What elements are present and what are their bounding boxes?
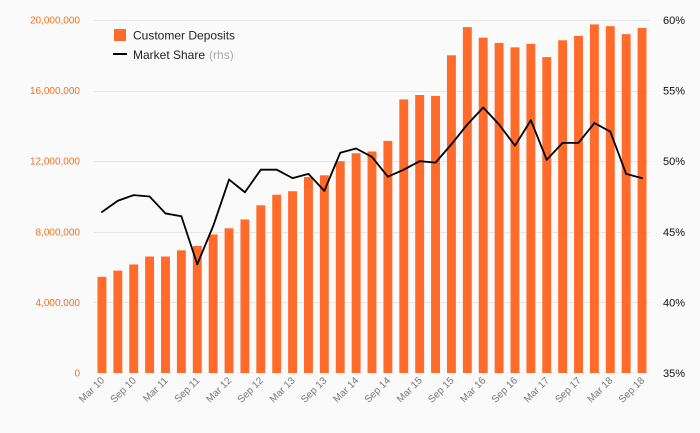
- bar-sep-18: [637, 27, 647, 373]
- line-point-sep-10: [132, 194, 135, 196]
- line-point-mar-14: [355, 147, 358, 150]
- left-tick-label: 0: [74, 369, 80, 380]
- line-point-dec-15: [466, 123, 469, 126]
- bar-mar-16: [478, 37, 488, 374]
- bar-dec-11: [208, 234, 218, 373]
- line-point-jun-13: [307, 173, 310, 175]
- line-point-mar-10: [101, 211, 103, 213]
- right-tick-label: 40%: [663, 297, 685, 309]
- bar-mar-12: [224, 228, 234, 373]
- left-tick-label: 16,000,000: [30, 86, 80, 97]
- bar-jun-12: [240, 219, 250, 373]
- line-point-mar-15: [418, 160, 421, 163]
- bar-sep-12: [256, 205, 266, 373]
- bar-mar-10: [97, 276, 107, 373]
- legend-label-deposits: Customer Deposits: [133, 29, 235, 43]
- line-series: [101, 106, 643, 266]
- right-tick-label: 50%: [663, 156, 685, 168]
- line-point-jun-15: [434, 161, 437, 164]
- left-axis: 0 4,000,000 8,000,000 12,000,000 16,000,000 2…: [30, 16, 81, 380]
- bar-jun-11: [176, 250, 186, 373]
- bar-mar-15: [415, 95, 425, 373]
- right-tick-label: 55%: [663, 86, 685, 98]
- bar-jun-14: [367, 151, 377, 373]
- bar-mar-11: [161, 256, 170, 373]
- line-point-sep-18: [641, 177, 643, 180]
- bar-sep-10: [129, 264, 139, 373]
- line-point-dec-12: [275, 168, 278, 171]
- legend-swatch-deposits: [114, 29, 126, 41]
- line-point-dec-11: [212, 225, 215, 228]
- line-point-jun-14: [371, 156, 373, 158]
- line-point-dec-17: [593, 122, 596, 124]
- line-point-mar-18: [609, 130, 612, 133]
- bar-dec-15: [462, 27, 472, 374]
- left-tick-label: 20,000,000: [30, 16, 80, 27]
- bar-dec-12: [272, 194, 282, 373]
- bar-sep-13: [319, 175, 329, 373]
- line-point-dec-16: [529, 119, 532, 122]
- line-point-mar-11: [164, 212, 167, 215]
- line-point-sep-12: [259, 168, 262, 171]
- bar-dec-14: [399, 99, 409, 374]
- line-point-sep-14: [386, 175, 389, 178]
- legend-label-market-share-text: Market Share: [133, 48, 205, 62]
- line-point-mar-12: [228, 178, 230, 181]
- bar-series: [97, 24, 647, 374]
- bar-dec-13: [335, 161, 345, 373]
- right-axis: 35% 40% 45% 50% 55% 60%: [663, 15, 685, 380]
- bar-mar-13: [288, 191, 298, 373]
- bar-jun-15: [431, 95, 440, 373]
- line-point-mar-16: [482, 106, 485, 109]
- line-point-jun-18: [625, 173, 628, 175]
- right-tick-label: 35%: [663, 368, 685, 380]
- line-point-sep-17: [577, 141, 580, 144]
- legend-label-market-share: Market Share (rhs): [133, 48, 234, 62]
- bar-dec-16: [526, 43, 536, 373]
- left-tick-label: 4,000,000: [36, 298, 81, 309]
- bar-mar-18: [605, 26, 615, 374]
- line-point-dec-10: [148, 195, 151, 198]
- line-point-jun-12: [244, 191, 246, 194]
- bar-dec-17: [589, 24, 599, 373]
- bar-jun-13: [304, 177, 313, 373]
- line-point-mar-13: [291, 177, 294, 180]
- line-point-sep-13: [323, 189, 326, 192]
- right-tick-label: 45%: [663, 227, 685, 239]
- bar-sep-15: [446, 55, 456, 374]
- line-point-jun-11: [180, 215, 183, 218]
- bar-sep-16: [510, 47, 520, 374]
- line-point-jun-10: [116, 199, 119, 202]
- line-point-jun-16: [498, 123, 500, 126]
- line-point-jun-17: [561, 141, 564, 144]
- line-point-dec-14: [402, 168, 405, 171]
- line-point-sep-16: [514, 144, 516, 147]
- left-tick-label: 12,000,000: [30, 157, 80, 168]
- bar-jun-18: [621, 34, 631, 374]
- bar-sep-11: [192, 245, 202, 373]
- bar-mar-17: [542, 57, 552, 374]
- line-point-mar-17: [545, 158, 548, 161]
- legend: Customer Deposits Market Share (rhs): [113, 29, 235, 62]
- bar-jun-16: [494, 42, 504, 373]
- line-point-dec-13: [339, 151, 342, 154]
- bar-jun-17: [558, 40, 568, 374]
- right-tick-label: 60%: [663, 15, 685, 27]
- left-tick-label: 8,000,000: [36, 227, 81, 238]
- bar-jun-10: [113, 270, 123, 373]
- bar-mar-14: [351, 153, 361, 373]
- bar-sep-17: [574, 35, 583, 373]
- legend-label-rhs-note: (rhs): [209, 48, 234, 62]
- bar-dec-10: [145, 256, 155, 373]
- line-point-sep-11: [196, 263, 199, 266]
- bar-sep-14: [383, 140, 393, 373]
- line-point-sep-15: [450, 143, 453, 146]
